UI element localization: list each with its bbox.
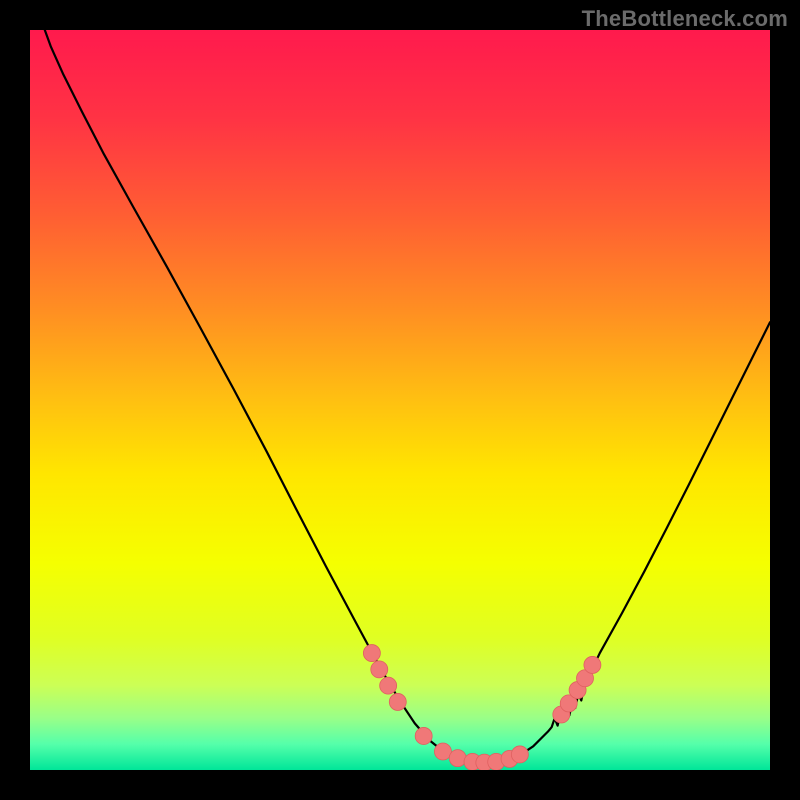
gradient-background bbox=[30, 30, 770, 770]
curve-marker bbox=[363, 645, 380, 662]
bottleneck-curve-chart bbox=[0, 0, 800, 800]
curve-marker bbox=[584, 656, 601, 673]
watermark-text: TheBottleneck.com bbox=[582, 6, 788, 32]
chart-container: TheBottleneck.com bbox=[0, 0, 800, 800]
curve-marker bbox=[380, 677, 397, 694]
curve-marker bbox=[511, 746, 528, 763]
plot-area bbox=[30, 30, 770, 771]
curve-marker bbox=[449, 750, 466, 767]
curve-marker bbox=[389, 693, 406, 710]
curve-marker bbox=[415, 727, 432, 744]
curve-marker bbox=[371, 661, 388, 678]
